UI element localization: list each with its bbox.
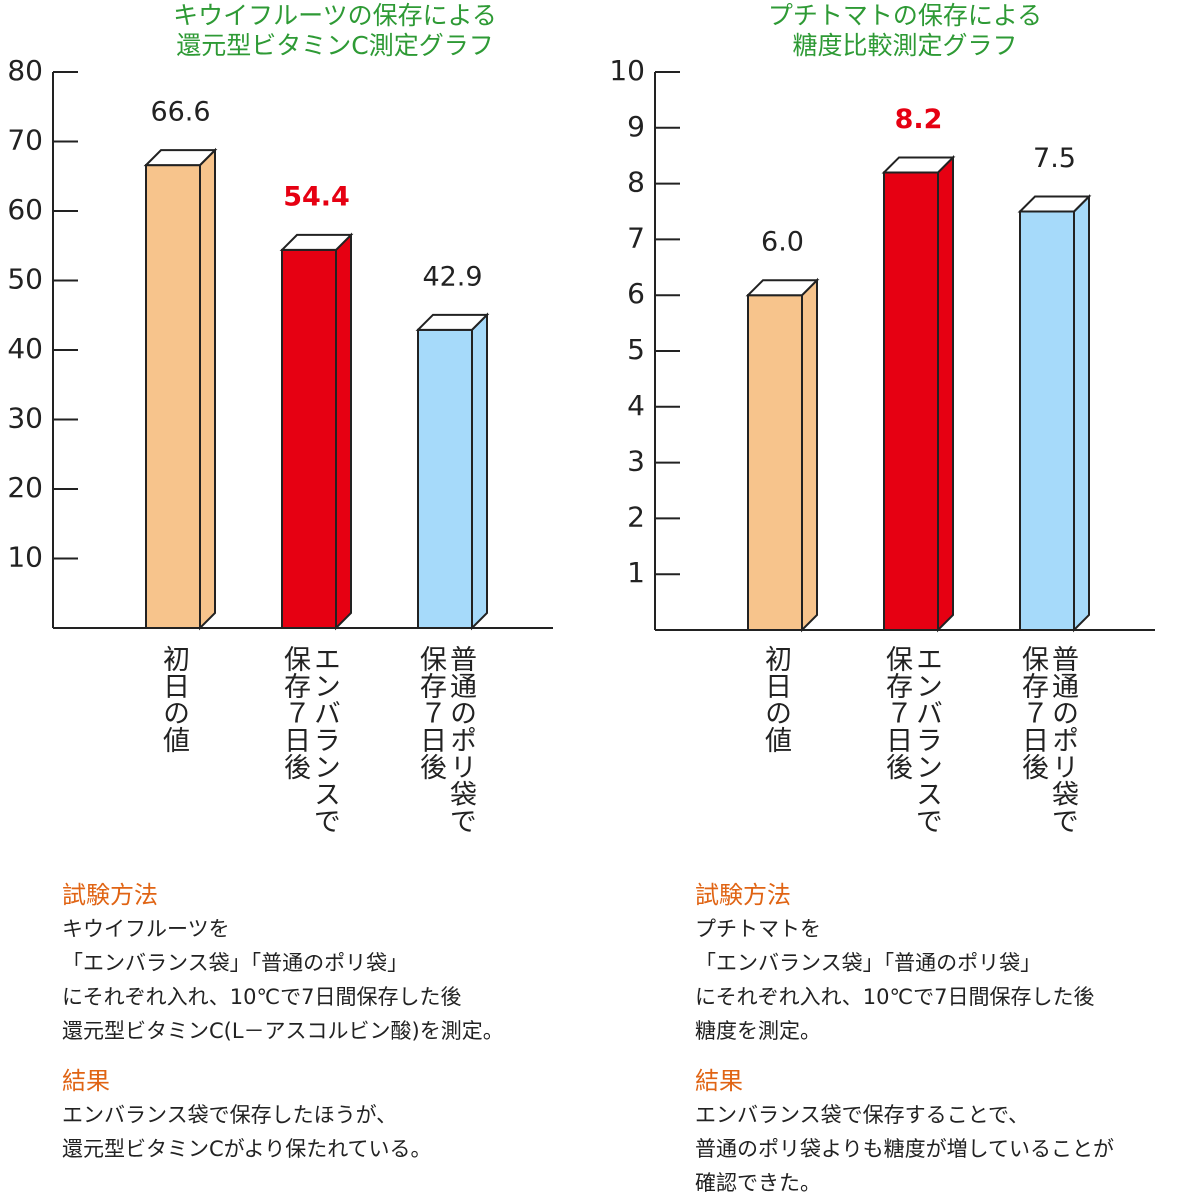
bar (747, 294, 803, 631)
y-tick-label: 4 (627, 389, 645, 422)
y-tick-label: 7 (627, 221, 645, 254)
category-label: 普通のポリ袋で 保存７日後 (1017, 645, 1078, 834)
category-label: 普通のポリ袋で 保存７日後 (415, 645, 476, 834)
y-tick-label: 2 (627, 500, 645, 533)
y-tick-label: 20 (7, 471, 43, 504)
note-section: 試験方法プチトマトを「エンバランス袋」「普通のポリ袋」にそれぞれ入れ、10℃で7… (695, 878, 1114, 1048)
bar-side (937, 155, 954, 633)
value-label: 6.0 (761, 227, 804, 258)
bar (883, 171, 939, 631)
note-heading: 結果 (695, 1067, 743, 1095)
bar-top (1017, 195, 1092, 213)
note-line: 普通のポリ袋よりも糖度が増していることが (695, 1137, 1114, 1161)
value-label: 66.6 (150, 97, 210, 128)
chart-title: 還元型ビタミンC測定グラフ (176, 31, 493, 60)
category-label: エンバランスで 保存７日後 (279, 645, 340, 834)
y-tick-label: 30 (7, 402, 43, 435)
category-label: エンバランスで 保存７日後 (881, 645, 942, 834)
category-label: 初日の値 (760, 645, 791, 753)
value-label: 42.9 (422, 261, 482, 292)
value-label: 7.5 (1033, 143, 1076, 174)
note-section: 試験方法キウイフルーツを「エンバランス袋」「普通のポリ袋」にそれぞれ入れ、10℃… (62, 878, 504, 1048)
note-line: エンバランス袋で保存したほうが、 (62, 1103, 398, 1127)
note-panel: 試験方法キウイフルーツを「エンバランス袋」「普通のポリ袋」にそれぞれ入れ、10℃… (62, 878, 504, 1166)
y-tick-label: 40 (7, 332, 43, 365)
y-tick-label: 8 (627, 166, 645, 199)
bar-side (471, 312, 488, 631)
bar (281, 248, 337, 629)
note-line: 糖度を測定。 (695, 1019, 821, 1043)
note-line: 確認できた。 (695, 1171, 821, 1195)
bar-top (415, 313, 490, 331)
y-tick-label: 10 (7, 541, 43, 574)
note-section: 結果エンバランス袋で保存することで、普通のポリ袋よりも糖度が増していることが 確認… (695, 1064, 1114, 1200)
note-line: エンバランス袋で保存することで、 (695, 1103, 1030, 1127)
y-tick-label: 1 (627, 556, 645, 589)
bar-top (279, 233, 354, 251)
note-line: 還元型ビタミンCがより保たれている。 (62, 1137, 432, 1161)
bar-side (1073, 194, 1090, 633)
note-line: にそれぞれ入れ、10℃で7日間保存した後 (62, 985, 462, 1009)
y-tick-label: 60 (7, 193, 43, 226)
note-heading: 結果 (62, 1067, 110, 1095)
bar-side (199, 147, 216, 631)
y-tick-label: 80 (7, 54, 43, 87)
note-line: キウイフルーツを (62, 917, 230, 941)
note-line: 「エンバランス袋」「普通のポリ袋」 (695, 951, 1042, 975)
bar-top (881, 156, 956, 174)
bar (417, 328, 473, 629)
category-label: 初日の値 (158, 645, 189, 753)
bar (1019, 210, 1075, 631)
chart-title: 糖度比較測定グラフ (792, 31, 1017, 60)
bar-top (143, 149, 218, 167)
y-tick-label: 3 (627, 445, 645, 478)
y-tick-label: 10 (609, 54, 645, 87)
y-tick-label: 50 (7, 263, 43, 296)
y-tick-label: 6 (627, 277, 645, 310)
y-tick-label: 5 (627, 333, 645, 366)
note-panel: 試験方法プチトマトを「エンバランス袋」「普通のポリ袋」にそれぞれ入れ、10℃で7… (695, 878, 1114, 1200)
note-section: 結果エンバランス袋で保存したほうが、還元型ビタミンCがより保たれている。 (62, 1064, 504, 1166)
bar-side (335, 232, 352, 631)
y-tick-label: 70 (7, 124, 43, 157)
chart-title: キウイフルーツの保存による (173, 1, 497, 30)
bar (145, 164, 201, 629)
bar-side (801, 277, 818, 633)
note-line: プチトマトを (695, 917, 821, 941)
note-line: 還元型ビタミンC(L－アスコルビン酸)を測定。 (62, 1019, 504, 1043)
value-label: 8.2 (895, 104, 943, 135)
note-line: にそれぞれ入れ、10℃で7日間保存した後 (695, 985, 1095, 1009)
value-label: 54.4 (283, 181, 350, 212)
bar-top (745, 279, 820, 297)
chart-title: プチトマトの保存による (768, 1, 1042, 30)
note-line: 「エンバランス袋」「普通のポリ袋」 (62, 951, 409, 975)
y-tick-label: 9 (627, 110, 645, 143)
note-heading: 試験方法 (62, 881, 158, 909)
note-heading: 試験方法 (695, 881, 791, 909)
